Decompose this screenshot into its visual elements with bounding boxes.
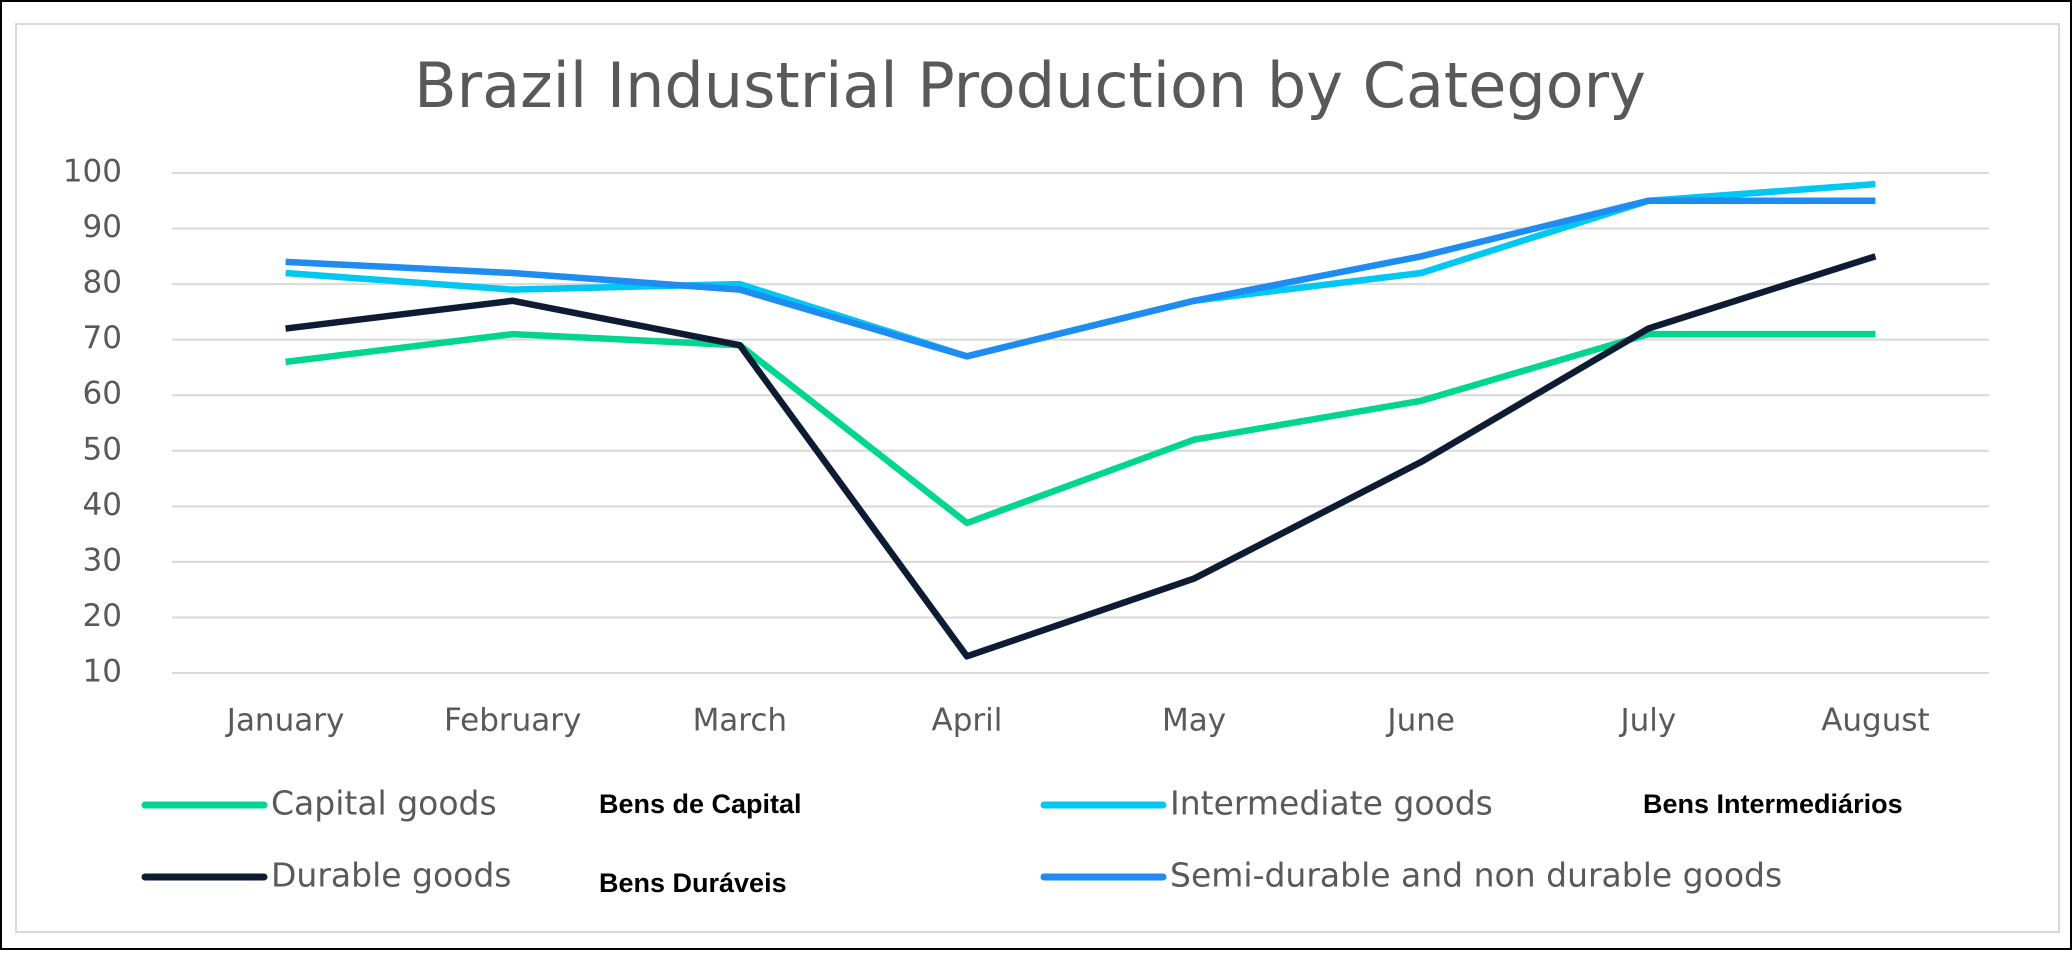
x-tick-label: January (225, 703, 345, 739)
y-tick-label: 60 (83, 376, 122, 412)
legend-label: Semi-durable and non durable goods (1170, 856, 1782, 895)
annotation: Bens Duráveis (599, 868, 787, 898)
x-tick-label: July (1618, 703, 1676, 739)
series-line (285, 330, 1876, 527)
x-tick-label: August (1821, 703, 1930, 739)
y-tick-label: 10 (83, 654, 122, 690)
y-tick-label: 40 (83, 487, 122, 523)
y-tick-label: 80 (83, 265, 122, 301)
legend-label: Capital goods (271, 784, 497, 823)
chart-area (15, 23, 2060, 933)
y-tick-label: 30 (83, 542, 122, 578)
y-tick-label: 20 (83, 598, 122, 634)
legend-label: Durable goods (271, 856, 512, 895)
series-line (285, 253, 1877, 660)
x-tick-label: May (1162, 703, 1226, 739)
y-tick-label: 100 (63, 154, 122, 190)
y-tick-label: 70 (83, 320, 122, 356)
x-tick-label: April (932, 703, 1003, 739)
legend-label: Intermediate goods (1170, 784, 1493, 823)
series-line (285, 197, 1876, 360)
chart-title: Brazil Industrial Production by Category (414, 49, 1646, 122)
x-tick-label: March (693, 703, 788, 739)
annotation: Bens Intermediários (1643, 789, 1903, 819)
x-tick-label: June (1385, 703, 1455, 739)
x-tick-label: February (444, 703, 581, 739)
y-tick-label: 50 (83, 431, 122, 467)
y-tick-label: 90 (83, 209, 122, 245)
annotation: Bens de Capital (599, 789, 802, 819)
